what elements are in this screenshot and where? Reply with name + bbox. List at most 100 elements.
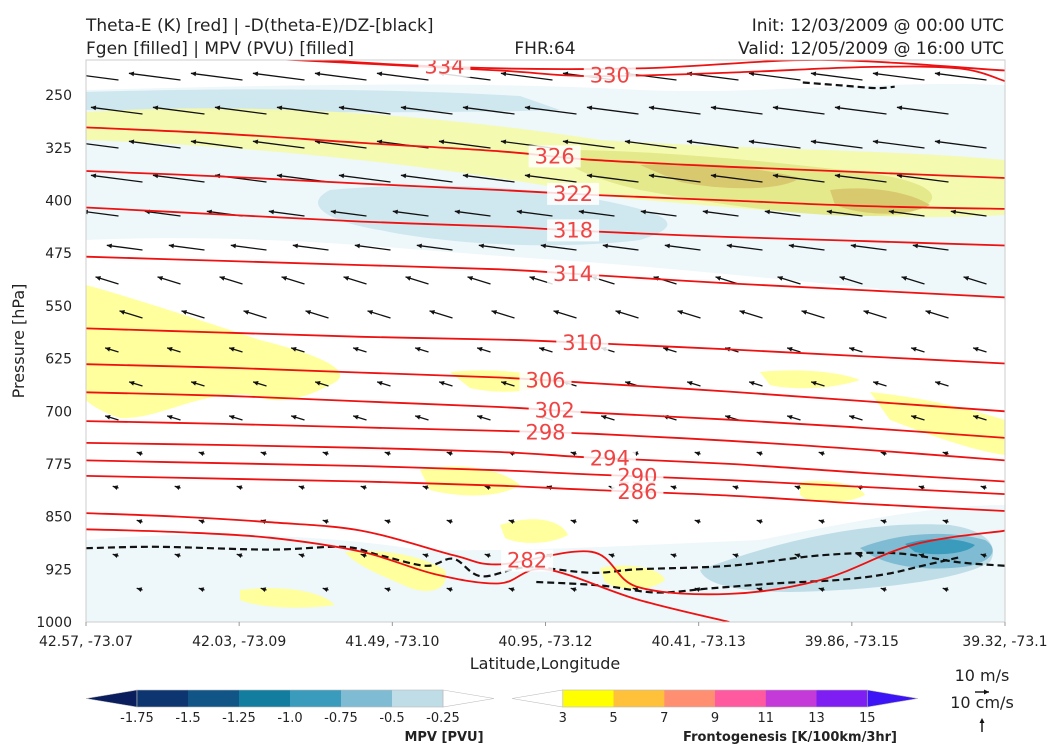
- wind-vector-head: [400, 173, 407, 179]
- wind-vector-head: [601, 415, 607, 420]
- x-tick-label: 40.95, -73.12: [498, 634, 592, 650]
- wind-vector-head: [715, 276, 721, 281]
- wind-vector-head: [446, 587, 453, 592]
- wind-vector-head: [106, 243, 112, 249]
- wind-vector-shaft: [912, 244, 949, 251]
- wind-vector-head: [252, 139, 259, 145]
- colorbar-swatch: [137, 690, 189, 707]
- wind-vector-head: [888, 209, 894, 215]
- dthetae-dz-contour: [802, 81, 895, 90]
- x-tick-label: 39.86, -73.15: [805, 634, 899, 650]
- wind-vector-head: [174, 485, 181, 490]
- wind-vector-shaft: [810, 72, 863, 81]
- wind-vector-head: [168, 243, 174, 249]
- theta-e-label-bg: [583, 447, 636, 470]
- wind-vector-shaft: [764, 210, 801, 217]
- y-tick-label: 775: [45, 457, 72, 473]
- colorbar-frame: [136, 689, 444, 708]
- wind-vector-head: [756, 519, 763, 524]
- colorbar-swatch: [188, 690, 240, 707]
- wind-vector-head: [376, 139, 383, 145]
- wind-vector-head: [198, 451, 205, 456]
- y-tick-label: 700: [45, 404, 72, 420]
- wind-vector-shaft: [128, 140, 181, 149]
- wind-vector-head: [834, 173, 841, 179]
- wind-vector-head: [873, 381, 879, 386]
- wind-vector-head: [198, 587, 205, 592]
- colorbar-swatch: [613, 690, 665, 707]
- wind-vector-head: [834, 105, 841, 111]
- wind-vector-head: [973, 415, 979, 420]
- wind-vector-head: [343, 276, 349, 281]
- wind-vector-shaft: [562, 140, 615, 149]
- theta-e-contour-label: 334: [424, 54, 464, 78]
- wind-vector-head: [152, 105, 159, 111]
- wind-vector-shaft: [144, 210, 181, 217]
- wind-vector-head: [95, 276, 101, 281]
- colorbar-swatch: [765, 690, 817, 707]
- wind-vector-head: [732, 553, 739, 558]
- theta-e-contour: [86, 206, 1005, 247]
- wind-vector-shaft: [834, 106, 887, 115]
- theta-e-label-bg: [547, 219, 600, 242]
- wind-vector-head: [291, 347, 297, 352]
- wind-vector-head: [911, 415, 917, 420]
- wind-vector-head: [500, 139, 507, 145]
- colorbar-tick-label: 3: [559, 711, 567, 726]
- wind-vector-head: [849, 415, 855, 420]
- wind-vector-head: [726, 243, 732, 249]
- wind-vector-head: [508, 587, 515, 592]
- wind-vector-shaft: [578, 210, 615, 217]
- wind-vector-head: [105, 415, 111, 420]
- wind-vector-head: [167, 347, 173, 352]
- wind-vector-head: [710, 173, 717, 179]
- wind-vector-head: [384, 587, 391, 592]
- colorbar-tick-label: 9: [711, 711, 719, 726]
- colorbar-tick-label: -1.25: [222, 711, 256, 726]
- wind-vector-shaft: [772, 106, 825, 115]
- wind-vector-head: [950, 209, 956, 215]
- wind-vector-head: [416, 243, 422, 249]
- theta-e-contour-label: 318: [553, 218, 593, 242]
- theta-e-contour-label: 314: [553, 262, 593, 286]
- wind-vector-shaft: [252, 72, 305, 81]
- wind-vector-head: [694, 587, 701, 592]
- wind-vector-head: [181, 310, 187, 315]
- wind-vector-head: [818, 451, 825, 456]
- quiver-key-vertical-arrowhead: [979, 718, 985, 723]
- wind-vector-shaft: [400, 174, 453, 183]
- title-line-1: Theta-E (K) [red] | -D(theta-E)/DZ-[blac…: [85, 16, 434, 36]
- wind-vector-shaft: [338, 174, 391, 183]
- wind-vector-head: [167, 415, 173, 420]
- theta-e-contour: [86, 255, 1005, 299]
- mpv-colorbar: -1.75 -1.5 -1.25 -1.0 -0.75 -0.5 -0.25: [85, 689, 495, 726]
- wind-vector-head: [377, 381, 383, 386]
- wind-vector-shaft: [86, 143, 119, 149]
- fgen-fill-low-center: [420, 466, 520, 496]
- wind-vector-shaft: [152, 106, 205, 115]
- wind-vector-head: [190, 139, 197, 145]
- dthetae-dz-contour: [536, 556, 960, 594]
- wind-vector-head: [353, 415, 359, 420]
- wind-vector-head: [980, 553, 987, 558]
- wind-vector-head: [477, 415, 483, 420]
- wind-vector-head: [276, 105, 283, 111]
- wind-vector-shaft: [86, 75, 119, 81]
- wind-vector-shaft: [648, 174, 701, 183]
- wind-vector-head: [112, 485, 119, 490]
- wind-vector-shaft: [190, 140, 243, 149]
- wind-vector-head: [191, 381, 197, 386]
- wind-vector-head: [794, 553, 801, 558]
- wind-vector-head: [918, 485, 925, 490]
- theta-e-contour: [276, 60, 1005, 82]
- wind-vector-head: [694, 451, 701, 456]
- wind-vector-head: [105, 347, 111, 352]
- wind-vector-head: [501, 381, 507, 386]
- wind-vector-shaft: [934, 140, 987, 149]
- wind-vector-head: [429, 310, 435, 315]
- colorbar-swatch: [816, 690, 868, 707]
- wind-vector-head: [500, 71, 507, 77]
- y-tick-label: 850: [45, 510, 72, 526]
- colorbar-tick-label: -0.5: [379, 711, 404, 726]
- theta-e-contour-label: 322: [553, 182, 593, 206]
